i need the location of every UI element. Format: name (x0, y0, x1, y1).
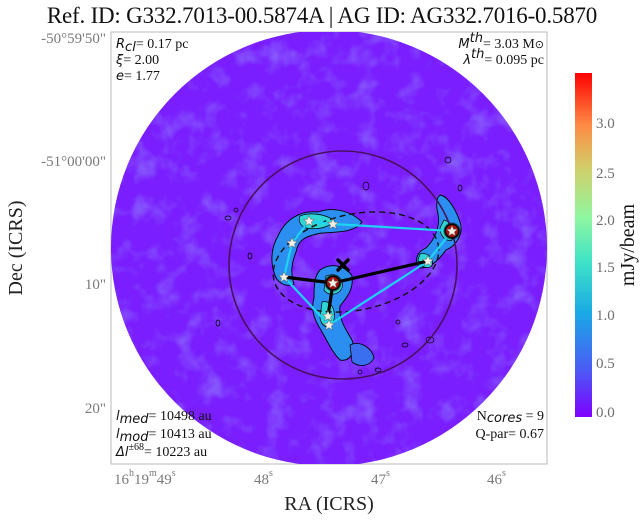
emission-map (111, 32, 547, 464)
svg-text:10": 10" (85, 277, 106, 293)
svg-text:Mth= 3.03 M⊙: Mth= 3.03 M⊙ (458, 31, 544, 52)
svg-text:16h19m49s: 16h19m49s (114, 468, 176, 488)
svg-text:ξ= 2.00: ξ= 2.00 (115, 53, 159, 68)
svg-text:-51°00'00": -51°00'00" (41, 154, 106, 170)
svg-text:0.5: 0.5 (596, 356, 615, 372)
annotation-bottom-right: Ncores = 9 Q-par= 0.67 (475, 409, 544, 442)
y-axis-ticks: -50°59'50" -51°00'00" 10" 20" (41, 31, 106, 417)
svg-text:20": 20" (85, 401, 106, 417)
svg-text:λth= 0.095 pc: λth= 0.095 pc (462, 47, 544, 68)
svg-text:1.0: 1.0 (596, 308, 615, 324)
svg-text:1.5: 1.5 (596, 260, 615, 276)
cluster-radius-circle (228, 150, 458, 380)
x-axis-label: RA (ICRS) (284, 493, 373, 515)
svg-text:Ncores = 9: Ncores = 9 (477, 409, 544, 426)
colorbar-label: mJy/beam (617, 203, 639, 286)
annotation-top-right: Mth= 3.03 M⊙ λth= 0.095 pc (458, 31, 544, 68)
svg-text:Q-par= 0.67: Q-par= 0.67 (475, 427, 544, 442)
svg-text:48s: 48s (254, 468, 273, 488)
svg-text:lmod= 10413 au: lmod= 10413 au (116, 427, 212, 445)
fitted-ellipse (272, 211, 440, 313)
centroid-x-marker (336, 258, 350, 272)
svg-text:e= 1.77: e= 1.77 (116, 69, 160, 84)
svg-text:Δl±68= 10223 au: Δl±68= 10223 au (115, 442, 207, 460)
y-axis-label: Dec (ICRS) (5, 201, 27, 296)
mst-edges-cyan (282, 219, 453, 326)
svg-text:3.0: 3.0 (596, 116, 615, 132)
colorbar-gradient (575, 73, 592, 417)
x-axis-ticks: 16h19m49s 48s 47s 46s (114, 468, 506, 488)
chart-title: Ref. ID: G332.7013-00.5874A | AG ID: AG3… (46, 3, 598, 28)
svg-text:Rcl= 0.17 pc: Rcl= 0.17 pc (116, 37, 188, 55)
annotation-bottom-left: lmed= 10498 au lmod= 10413 au Δl±68= 102… (115, 409, 212, 460)
svg-text:46s: 46s (487, 468, 506, 488)
colorbar: 3.0 2.5 2.0 1.5 1.0 0.5 0.0 mJy/beam (575, 73, 639, 421)
svg-text:-50°59'50": -50°59'50" (41, 31, 106, 47)
svg-text:0.0: 0.0 (596, 405, 615, 421)
svg-text:47s: 47s (371, 468, 390, 488)
svg-text:2.0: 2.0 (596, 213, 615, 229)
svg-text:lmed= 10498 au: lmed= 10498 au (116, 409, 212, 427)
svg-text:2.5: 2.5 (596, 166, 615, 182)
annotation-top-left: Rcl= 0.17 pc ξ= 2.00 e= 1.77 (115, 37, 188, 84)
